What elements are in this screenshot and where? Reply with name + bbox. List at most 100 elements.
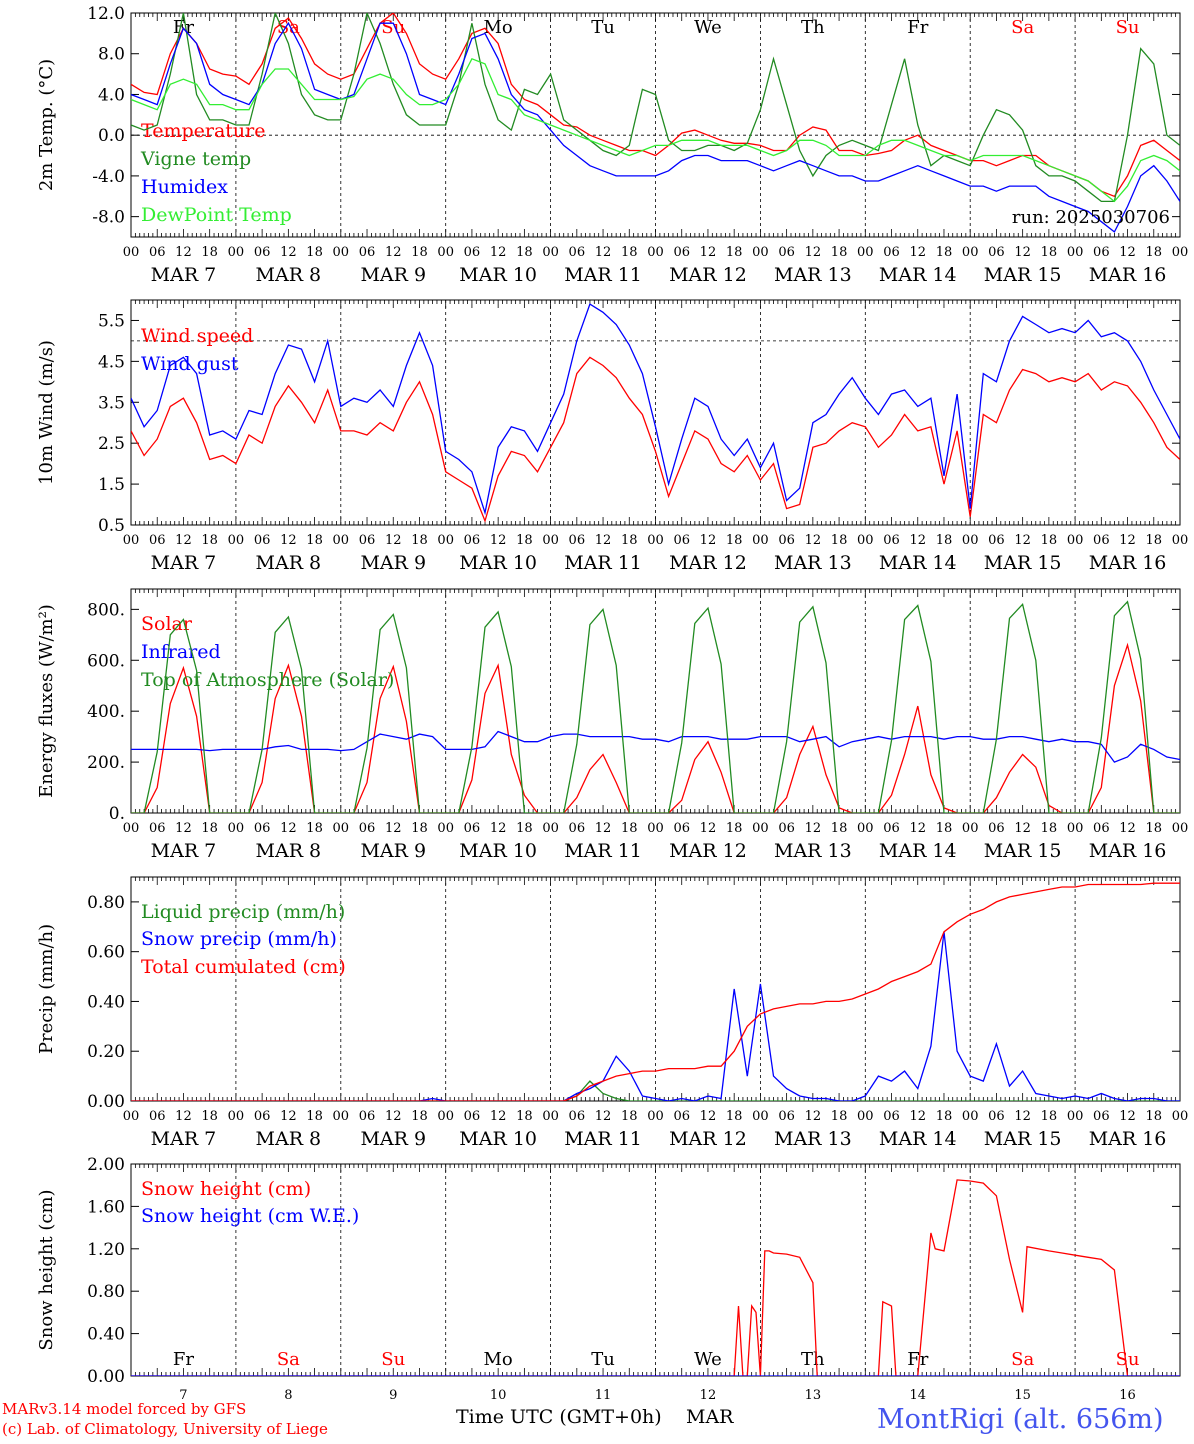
hour-tick-label: 18 — [201, 533, 218, 548]
weekday-label: Tu — [591, 17, 615, 38]
y-tick-label: 600. — [87, 651, 125, 671]
hour-tick-label: 06 — [464, 245, 481, 260]
hour-tick-label: 18 — [726, 245, 743, 260]
hour-tick-label: 06 — [254, 533, 271, 548]
hour-tick-label: 00 — [857, 1109, 874, 1124]
hour-tick-label: 18 — [516, 821, 533, 836]
hour-tick-label: 06 — [254, 245, 271, 260]
hour-tick-label: 12 — [595, 1109, 612, 1124]
hour-tick-label: 00 — [1067, 245, 1084, 260]
date-label: MAR 12 — [669, 1128, 747, 1150]
date-label: MAR 12 — [669, 552, 747, 574]
y-axis-title: Energy fluxes (W/m²) — [36, 604, 57, 798]
y-tick-label: 200. — [87, 753, 125, 773]
hour-tick-label: 00 — [228, 245, 245, 260]
hour-tick-label: 12 — [175, 245, 192, 260]
panel-3: 800. 600. 400. 200. 0. Energy fluxes (W/m²) 00… — [36, 588, 1189, 862]
hour-tick-label: 18 — [306, 821, 323, 836]
hour-tick-label: 12 — [595, 821, 612, 836]
hour-tick-label: 18 — [621, 821, 638, 836]
y-tick-label: 8.0 — [98, 45, 125, 65]
hour-tick-label: 18 — [831, 821, 848, 836]
hour-tick-label: 00 — [437, 821, 454, 836]
y-tick-label: 2.00 — [87, 1155, 125, 1175]
hour-tick-label: 12 — [1014, 821, 1031, 836]
panels-layer: 12.0 8.0 4.0 0.0 -4.0 -8.0 2m Temp. (°C) 00 06 12… — [36, 4, 1188, 1403]
y-axis-title: Snow height (cm) — [36, 1189, 57, 1350]
hour-tick-label: 18 — [936, 1109, 953, 1124]
legend-entry: Liquid precip (mm/h) — [141, 901, 345, 923]
hour-tick-label: 12 — [805, 821, 822, 836]
day-number-label: 13 — [805, 1388, 822, 1403]
series-line-dewpoint-temp — [131, 57, 1180, 203]
hour-tick-label: 00 — [962, 245, 979, 260]
legend-entry: Vigne temp — [140, 148, 251, 170]
hour-tick-label: 06 — [673, 533, 690, 548]
hour-tick-label: 18 — [1041, 245, 1058, 260]
hour-tick-label: 18 — [1146, 1109, 1163, 1124]
date-label: MAR 8 — [256, 1128, 322, 1150]
y-tick-label: 0.40 — [87, 1325, 125, 1345]
hour-tick-label: 00 — [542, 245, 559, 260]
panel-5: 2.00 1.60 1.20 0.80 0.40 0.00 Snow height (cm)… — [36, 1155, 1181, 1403]
y-tick-label: -4.0 — [92, 167, 125, 187]
date-label: MAR 11 — [564, 1128, 642, 1150]
hour-tick-label: 06 — [464, 533, 481, 548]
y-tick-label: 4.0 — [98, 85, 125, 105]
hour-tick-label: 06 — [673, 1109, 690, 1124]
weekday-label: Th — [801, 17, 825, 38]
y-tick-label: 0.80 — [87, 893, 125, 913]
hour-tick-label: 12 — [385, 533, 402, 548]
hour-tick-label: 00 — [962, 1109, 979, 1124]
hour-tick-label: 00 — [1172, 821, 1189, 836]
hour-tick-label: 06 — [778, 1109, 795, 1124]
hour-tick-label: 12 — [1119, 245, 1136, 260]
weekday-label: Th — [801, 1349, 825, 1370]
hour-tick-label: 06 — [778, 821, 795, 836]
hour-tick-label: 06 — [988, 533, 1005, 548]
hour-tick-label: 00 — [123, 533, 140, 548]
hour-tick-label: 12 — [595, 533, 612, 548]
hour-tick-label: 12 — [1119, 1109, 1136, 1124]
y-tick-label: 0.60 — [87, 943, 125, 963]
hour-tick-label: 00 — [1172, 533, 1189, 548]
hour-tick-label: 00 — [437, 245, 454, 260]
hour-tick-label: 00 — [228, 1109, 245, 1124]
hour-tick-label: 18 — [1146, 533, 1163, 548]
weekday-label: Fr — [907, 17, 928, 38]
hour-tick-label: 00 — [333, 821, 350, 836]
hour-tick-label: 18 — [306, 245, 323, 260]
date-label: MAR 15 — [984, 552, 1062, 574]
hour-tick-label: 06 — [359, 821, 376, 836]
day-number-label: 7 — [179, 1388, 187, 1403]
y-tick-label: 5.5 — [98, 311, 125, 331]
month-label: MAR — [686, 1406, 734, 1428]
y-tick-label: 800. — [87, 600, 125, 620]
hour-tick-label: 06 — [673, 821, 690, 836]
hour-tick-label: 12 — [909, 245, 926, 260]
hour-tick-label: 18 — [621, 245, 638, 260]
weekday-label: Sa — [1011, 1349, 1034, 1370]
hour-tick-label: 18 — [201, 245, 218, 260]
hour-tick-label: 00 — [752, 821, 769, 836]
hour-tick-label: 00 — [857, 533, 874, 548]
station-title: MontRigi (alt. 656m) — [877, 1404, 1164, 1435]
hour-tick-label: 12 — [909, 821, 926, 836]
legend-entry: Snow precip (mm/h) — [141, 928, 337, 950]
hour-tick-label: 12 — [805, 245, 822, 260]
hour-tick-label: 06 — [883, 821, 900, 836]
legend-entry: Wind gust — [141, 353, 239, 375]
hour-tick-label: 18 — [1041, 1109, 1058, 1124]
hour-tick-label: 00 — [962, 821, 979, 836]
hour-tick-label: 18 — [621, 1109, 638, 1124]
hour-tick-label: 06 — [778, 533, 795, 548]
hour-tick-label: 18 — [1146, 245, 1163, 260]
hour-tick-label: 12 — [1014, 533, 1031, 548]
hour-tick-label: 18 — [936, 245, 953, 260]
hour-tick-label: 06 — [464, 821, 481, 836]
hour-tick-label: 12 — [700, 245, 717, 260]
hour-tick-label: 12 — [595, 245, 612, 260]
date-label: MAR 14 — [879, 1128, 957, 1150]
hour-tick-label: 12 — [490, 533, 507, 548]
